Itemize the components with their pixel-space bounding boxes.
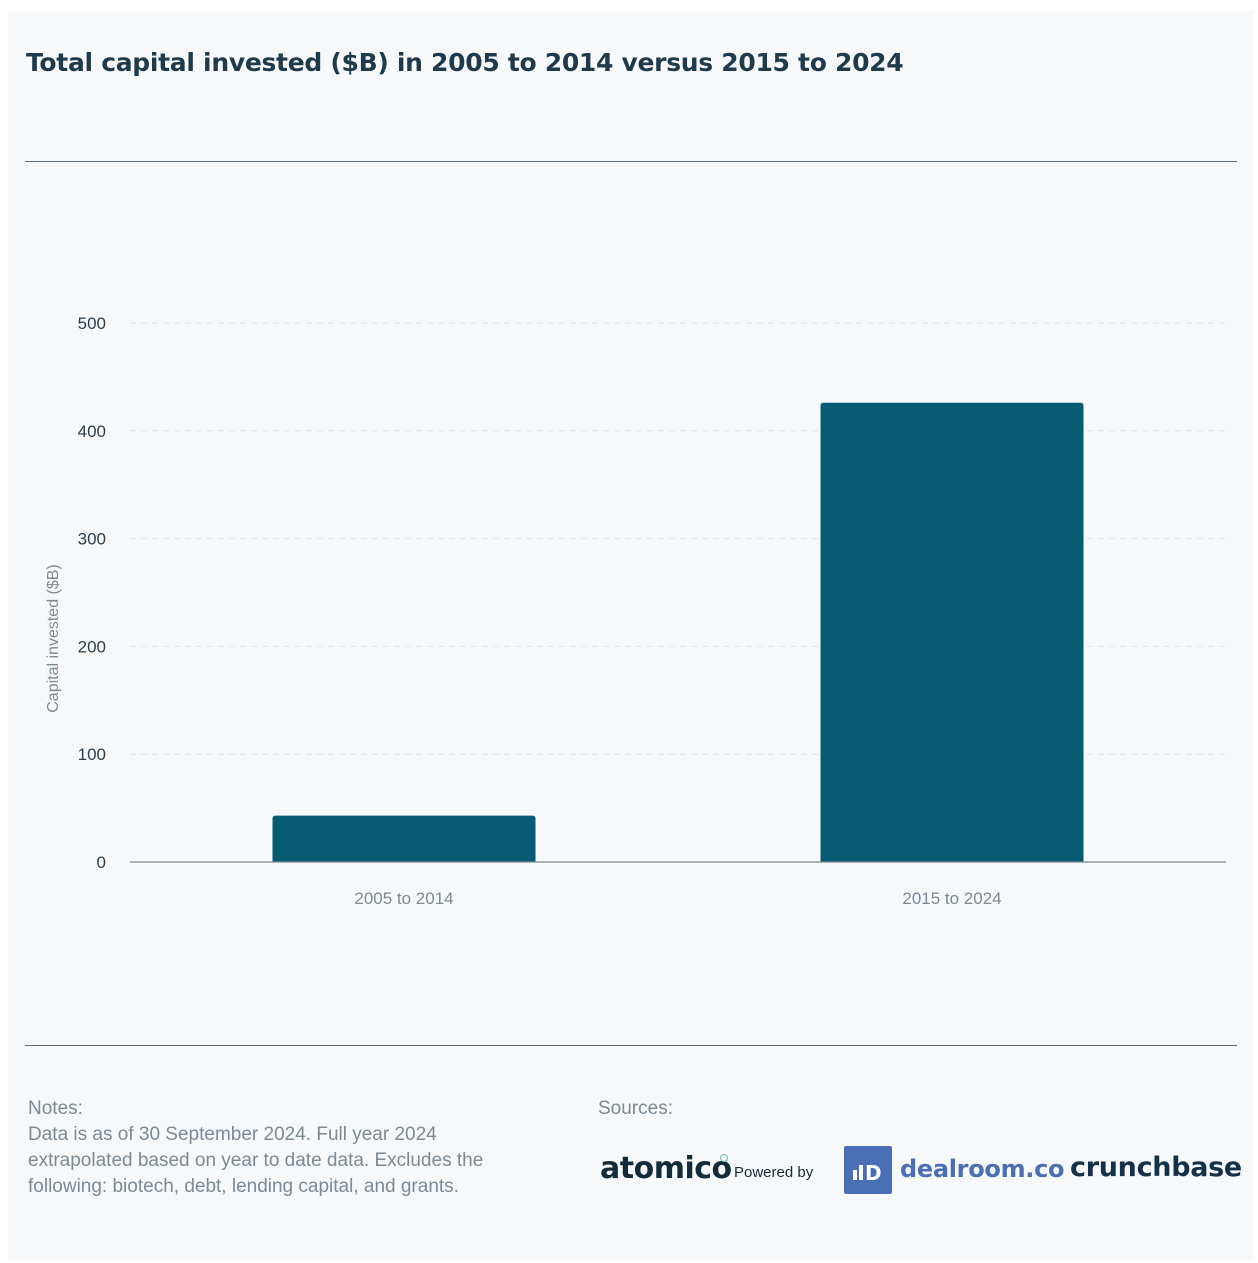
- bottom-divider: [25, 1045, 1237, 1046]
- dealroom-logo-letter: D: [865, 1161, 882, 1185]
- chart-title: Total capital invested ($B) in 2005 to 2…: [26, 48, 904, 77]
- y-tick-labels: 0 100 200 300 400 500: [78, 314, 106, 872]
- y-tick-label: 200: [78, 637, 106, 656]
- notes-text: Data is as of 30 September 2024. Full ye…: [28, 1124, 484, 1197]
- bar-1: [272, 815, 536, 862]
- x-tick-label: 2015 to 2024: [902, 889, 1001, 908]
- notes-heading: Notes:: [28, 1098, 83, 1119]
- x-tick-labels: 2005 to 2014 2015 to 2024: [354, 889, 1001, 908]
- atomico-logo: atomico: [600, 1151, 732, 1186]
- crunchbase-logo: crunchbase: [1070, 1152, 1242, 1183]
- dealroom-logo: dealroom.co: [900, 1155, 1065, 1183]
- bar-2: [820, 402, 1084, 862]
- y-axis-label: Capital invested ($B): [45, 564, 62, 713]
- chart-card: Total capital invested ($B) in 2005 to 2…: [8, 10, 1254, 1260]
- bar-chart: 0 100 200 300 400 500 Capital invested ($B) 2…: [45, 314, 1226, 908]
- dealroom-logo-icon: D: [844, 1146, 892, 1194]
- top-divider: [25, 161, 1237, 162]
- y-tick-label: 300: [78, 530, 106, 549]
- bars: [272, 402, 1084, 862]
- x-tick-label: 2005 to 2014: [354, 889, 453, 908]
- sources-heading: Sources:: [598, 1098, 673, 1119]
- y-tick-label: 500: [78, 314, 106, 333]
- y-tick-label: 100: [78, 745, 106, 764]
- atomico-logo-dot: [720, 1154, 728, 1162]
- y-tick-label: 0: [97, 853, 106, 872]
- powered-by-label: Powered by: [734, 1164, 814, 1181]
- y-tick-label: 400: [78, 422, 106, 441]
